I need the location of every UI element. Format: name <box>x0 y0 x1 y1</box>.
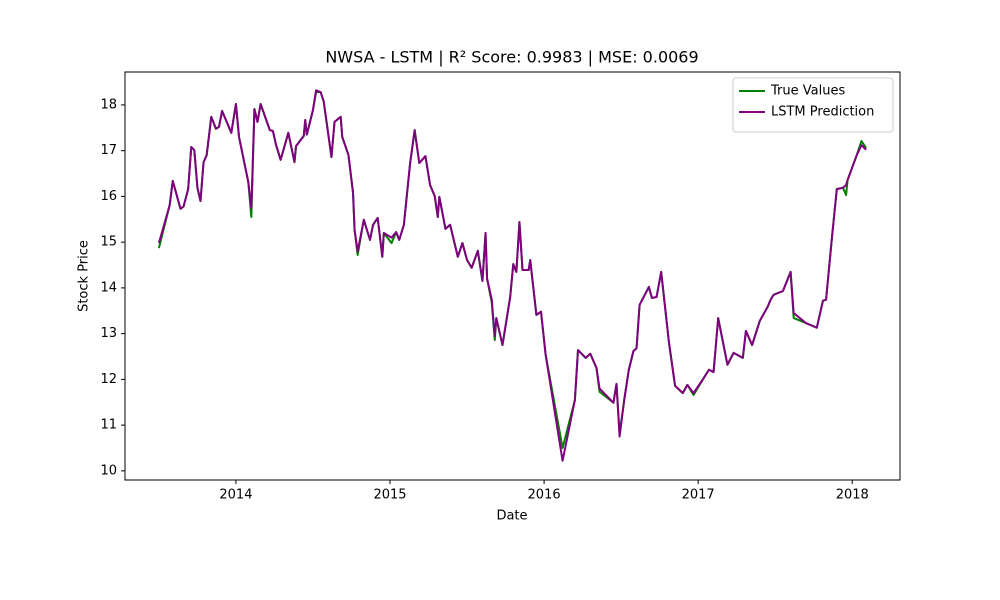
legend-label: LSTM Prediction <box>771 105 874 120</box>
x-axis-label: Date <box>496 509 527 524</box>
legend-box <box>732 77 894 133</box>
x-tick-label: 2017 <box>682 488 715 503</box>
y-tick-label: 14 <box>100 280 117 295</box>
x-tick-label: 2018 <box>836 488 869 503</box>
plot-frame <box>124 71 901 481</box>
x-tick-label: 2016 <box>528 488 561 503</box>
y-tick-label: 16 <box>100 189 117 204</box>
y-tick-label: 18 <box>100 97 117 112</box>
data-line <box>157 89 867 462</box>
chart-title: NWSA - LSTM | R² Score: 0.9983 | MSE: 0.… <box>325 48 698 67</box>
y-axis-label: Stock Price <box>77 240 92 312</box>
y-tick-label: 10 <box>100 463 117 478</box>
legend-label: True Values <box>770 84 845 99</box>
y-tick-label: 13 <box>100 326 117 341</box>
legend: True Values LSTM Prediction <box>732 77 894 133</box>
y-tick-label: 12 <box>100 372 117 387</box>
x-tick-label: 2014 <box>219 488 252 503</box>
y-tick-label: 17 <box>100 143 117 158</box>
y-tick-label: 11 <box>100 418 117 433</box>
x-tick-label: 2015 <box>373 488 406 503</box>
y-tick-label: 15 <box>100 235 117 250</box>
